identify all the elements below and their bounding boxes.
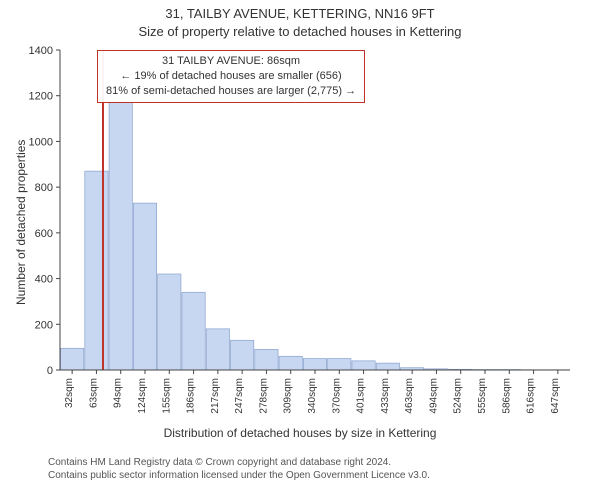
x-tick-label: 340sqm [307, 378, 318, 414]
x-tick-label: 401sqm [356, 378, 367, 414]
histogram-bar [352, 361, 375, 370]
svg-text:800: 800 [35, 182, 53, 194]
info-line-1: 31 TAILBY AVENUE: 86sqm [106, 54, 356, 69]
svg-text:600: 600 [35, 228, 53, 240]
histogram-bar [133, 203, 156, 370]
histogram-bar [182, 292, 205, 370]
x-tick-label: 647sqm [550, 378, 561, 414]
x-tick-label: 524sqm [453, 378, 464, 414]
x-tick-label: 370sqm [331, 378, 342, 414]
histogram-bar [109, 103, 132, 370]
x-tick-label: 309sqm [283, 378, 294, 414]
histogram-bar [328, 359, 351, 370]
y-axis-label: Number of detached properties [14, 140, 28, 305]
x-tick-label: 217sqm [210, 378, 221, 414]
histogram-bar [158, 274, 181, 370]
footer-line-2: Contains public sector information licen… [48, 469, 430, 482]
svg-text:400: 400 [35, 274, 53, 286]
x-tick-label: 247sqm [234, 378, 245, 414]
x-tick-label: 32sqm [64, 378, 75, 408]
footer-line-1: Contains HM Land Registry data © Crown c… [48, 456, 430, 469]
x-tick-label: 124sqm [137, 378, 148, 414]
histogram-bar [231, 340, 254, 370]
svg-text:200: 200 [35, 319, 53, 331]
x-tick-label: 94sqm [113, 378, 124, 408]
histogram-bar [376, 363, 399, 370]
x-tick-label: 433sqm [380, 378, 391, 414]
x-tick-label: 616sqm [526, 378, 537, 414]
histogram-bar [303, 359, 326, 370]
histogram-bar [85, 171, 108, 370]
footer-text: Contains HM Land Registry data © Crown c… [48, 456, 430, 482]
histogram-bar [61, 348, 84, 370]
histogram-bar [255, 349, 278, 370]
x-tick-label: 586sqm [501, 378, 512, 414]
info-box: 31 TAILBY AVENUE: 86sqm ← 19% of detache… [97, 50, 365, 103]
x-tick-label: 63sqm [88, 378, 99, 408]
histogram-bar [206, 329, 229, 370]
x-tick-label: 186sqm [186, 378, 197, 414]
svg-text:1200: 1200 [29, 91, 53, 103]
svg-text:1400: 1400 [29, 45, 53, 57]
svg-text:1000: 1000 [29, 136, 53, 148]
info-line-2: ← 19% of detached houses are smaller (65… [106, 69, 356, 84]
info-line-3: 81% of semi-detached houses are larger (… [106, 84, 356, 99]
x-axis-label: Distribution of detached houses by size … [0, 426, 600, 440]
x-tick-label: 494sqm [428, 378, 439, 414]
x-tick-label: 155sqm [161, 378, 172, 414]
svg-text:0: 0 [47, 365, 53, 377]
x-tick-label: 463sqm [404, 378, 415, 414]
histogram-bar [279, 356, 302, 370]
x-tick-label: 555sqm [477, 378, 488, 414]
x-tick-label: 278sqm [258, 378, 269, 414]
